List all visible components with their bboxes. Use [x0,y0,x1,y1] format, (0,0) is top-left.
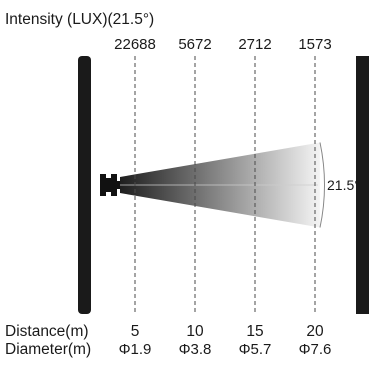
distance-value: 10 [186,323,204,340]
lux-value: 22688 [114,36,156,53]
light-fixture-icon [100,174,120,196]
beam-angle-label: 21.5° [327,177,360,193]
lux-value: 2712 [238,36,271,53]
diameter-value: Φ1.9 [119,341,152,358]
frame-right-bar [356,56,369,314]
distance-row-label: Distance(m) [5,323,89,340]
diameter-labels: Φ1.9 Φ3.8 Φ5.7 Φ7.6 [119,341,332,358]
diameter-value: Φ7.6 [299,341,332,358]
distance-value: 5 [131,323,140,340]
diameter-row-label: Diameter(m) [5,341,91,358]
distance-guides [134,56,316,314]
lux-labels: 22688 5672 2712 1573 [114,36,332,53]
diameter-value: Φ5.7 [239,341,272,358]
lux-value: 5672 [178,36,211,53]
beam-angle-arc [319,142,325,228]
distance-value: 20 [306,323,324,340]
distance-value: 15 [246,323,263,340]
distance-labels: 5 10 15 20 [131,323,324,340]
lux-value: 1573 [298,36,331,53]
frame-left-bar [78,56,91,314]
diagram-title: Intensity (LUX)(21.5°) [5,11,154,28]
diameter-value: Φ3.8 [179,341,212,358]
